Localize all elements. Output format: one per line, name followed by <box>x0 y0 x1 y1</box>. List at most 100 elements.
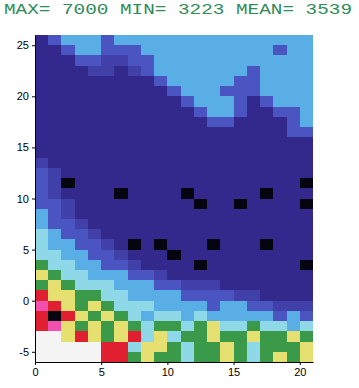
heat-cell <box>61 260 74 270</box>
tick: 0 <box>23 295 35 307</box>
heat-cell <box>194 260 207 270</box>
heat-cell <box>141 188 154 198</box>
heat-cell <box>61 219 74 229</box>
tick-label: 5 <box>23 244 29 256</box>
heat-cell <box>48 117 61 127</box>
heat-cell <box>154 229 167 239</box>
heat-cell <box>61 188 74 198</box>
heat-cell <box>154 35 167 45</box>
heat-cell <box>114 280 127 290</box>
heat-cell <box>194 66 207 76</box>
heat-cell <box>114 86 127 96</box>
heat-cell <box>247 321 260 331</box>
tick: 5 <box>99 362 105 378</box>
heat-cell <box>300 127 313 137</box>
heat-cell <box>234 35 247 45</box>
heat-cell <box>35 270 48 280</box>
heat-cell <box>273 158 286 168</box>
heat-cell <box>48 209 61 219</box>
heat-cell <box>167 290 180 300</box>
heat-cell <box>167 168 180 178</box>
heat-cell <box>260 66 273 76</box>
heat-cell <box>247 178 260 188</box>
heat-cell <box>194 290 207 300</box>
heat-cell <box>128 45 141 55</box>
heat-cell <box>128 260 141 270</box>
heat-cell <box>75 239 88 249</box>
heat-cell <box>260 45 273 55</box>
heat-cell <box>88 239 101 249</box>
heat-cell <box>234 219 247 229</box>
heat-cell <box>220 280 233 290</box>
heat-cell <box>300 199 313 209</box>
heat-cell <box>181 127 194 137</box>
tick-mark <box>32 96 35 97</box>
heat-cell <box>128 76 141 86</box>
heat-cell <box>273 342 286 352</box>
heat-cell <box>207 66 220 76</box>
heat-cell <box>260 250 273 260</box>
heat-cell <box>35 260 48 270</box>
heat-cell <box>88 188 101 198</box>
heat-cell <box>181 86 194 96</box>
heat-cell <box>247 137 260 147</box>
tick-label: 20 <box>294 366 306 378</box>
heat-cell <box>300 45 313 55</box>
heat-cell <box>220 127 233 137</box>
heat-cell <box>141 178 154 188</box>
heat-cell <box>287 321 300 331</box>
heat-cell <box>207 188 220 198</box>
heat-cell <box>287 66 300 76</box>
heat-cell <box>287 107 300 117</box>
heat-cell <box>128 229 141 239</box>
heat-cell <box>88 86 101 96</box>
heat-cell <box>141 270 154 280</box>
heat-cell <box>141 96 154 106</box>
heat-cell <box>181 239 194 249</box>
heat-cell <box>247 66 260 76</box>
heat-cell <box>300 147 313 157</box>
heat-cell <box>300 321 313 331</box>
heat-cell <box>194 321 207 331</box>
tick-mark <box>32 147 35 148</box>
tick: 10 <box>17 193 35 205</box>
heat-cell <box>247 107 260 117</box>
heat-cell <box>128 331 141 341</box>
heat-cell <box>114 342 127 352</box>
heat-cell <box>48 188 61 198</box>
heat-cell <box>220 331 233 341</box>
tick: 0 <box>32 362 38 378</box>
heat-cell <box>247 96 260 106</box>
heat-cell <box>88 55 101 65</box>
heat-cell <box>194 168 207 178</box>
heat-cell <box>207 86 220 96</box>
heat-cell <box>48 137 61 147</box>
heat-cell <box>300 158 313 168</box>
heat-cell <box>75 270 88 280</box>
heat-cell <box>287 301 300 311</box>
title: MAX= 7000 MIN= 3223 MEAN= 3539 <box>4 2 352 18</box>
heat-cell <box>88 290 101 300</box>
heat-cell <box>75 229 88 239</box>
heat-cell <box>220 147 233 157</box>
heat-cell <box>48 239 61 249</box>
heat-cell <box>234 260 247 270</box>
heat-cell <box>194 331 207 341</box>
heat-cell <box>75 168 88 178</box>
heat-cell <box>141 76 154 86</box>
heat-cell <box>154 117 167 127</box>
heat-cell <box>287 239 300 249</box>
heat-cell <box>75 86 88 96</box>
heat-cell <box>273 96 286 106</box>
heat-cell <box>194 137 207 147</box>
heat-cell <box>167 55 180 65</box>
heat-cell <box>48 96 61 106</box>
heat-cell <box>300 270 313 280</box>
heat-cell <box>287 76 300 86</box>
heat-cell <box>48 321 61 331</box>
heat-cell <box>141 86 154 96</box>
heat-cell <box>48 219 61 229</box>
heat-cell <box>128 199 141 209</box>
heat-cell <box>141 311 154 321</box>
heat-cell <box>300 66 313 76</box>
